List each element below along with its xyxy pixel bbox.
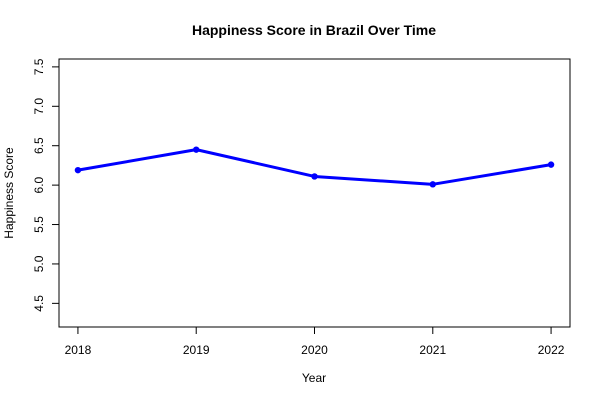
y-tick-label: 6.0 (32, 176, 46, 193)
data-point (311, 173, 318, 180)
y-tick-label: 5.5 (32, 216, 46, 233)
x-tick-label: 2019 (183, 343, 210, 357)
x-tick-label: 2018 (65, 343, 92, 357)
y-tick-label: 6.5 (32, 137, 46, 154)
chart-title: Happiness Score in Brazil Over Time (192, 22, 436, 38)
plot-area-frame (58, 58, 571, 328)
y-axis: 4.5 5.0 5.5 6.0 6.5 7.0 7.5 (32, 58, 60, 312)
x-axis: 2018 2019 2020 2021 2022 (65, 326, 565, 357)
y-axis-title: Happiness Score (2, 147, 16, 239)
y-tick-label: 4.5 (32, 295, 46, 312)
y-tick-label: 7.5 (32, 58, 46, 75)
series-layer (74, 146, 555, 188)
data-point (193, 146, 200, 153)
data-point (74, 166, 82, 174)
y-tick-label: 7.0 (32, 98, 46, 115)
x-axis-title: Year (302, 371, 326, 385)
data-point (547, 161, 555, 168)
x-tick-label: 2020 (301, 343, 328, 357)
x-tick-label: 2022 (538, 343, 565, 357)
x-tick-label: 2021 (419, 343, 446, 357)
data-point (429, 181, 436, 188)
y-tick-label: 5.0 (32, 255, 46, 272)
